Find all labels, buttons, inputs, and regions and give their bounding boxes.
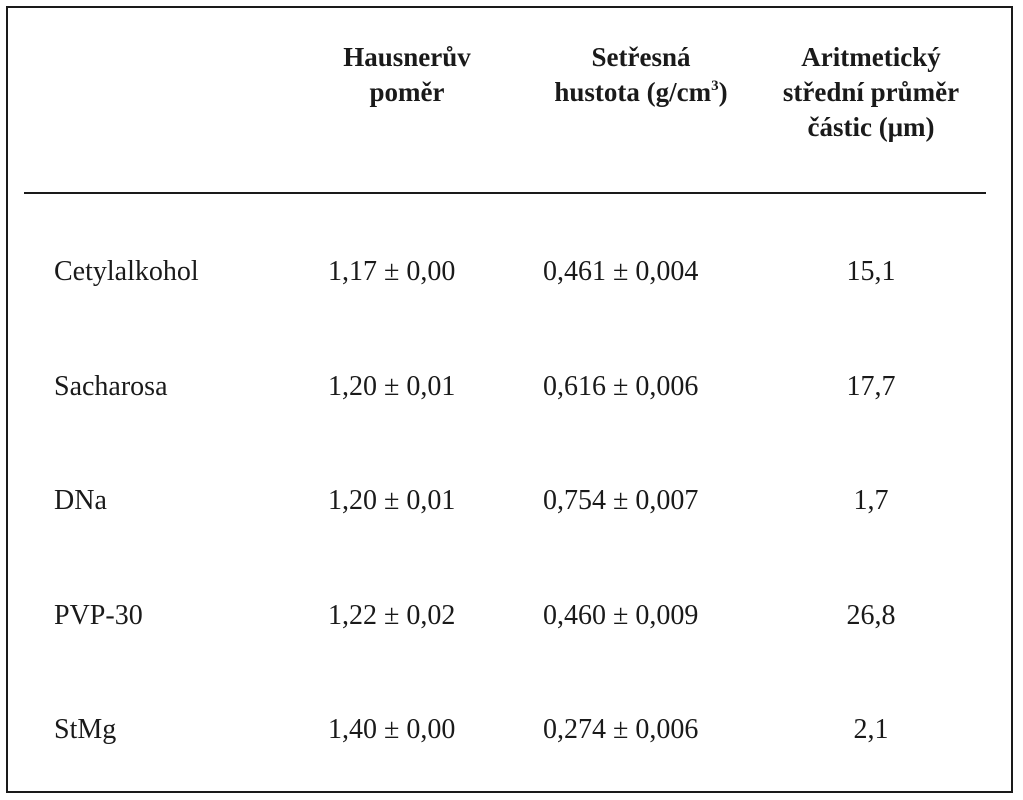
- table-row: Cetylalkohol 1,17 ± 0,00 0,461 ± 0,004 1…: [0, 252, 1023, 292]
- header-line: Setřesná: [591, 42, 691, 72]
- hausner-value: 1,20 ± 0,01: [328, 371, 456, 402]
- column-header-mean-particle-diameter: Aritmetický střední průměr částic (μm): [758, 40, 984, 145]
- table-row: PVP-30 1,22 ± 0,02 0,460 ± 0,009 26,8: [0, 596, 1023, 636]
- density-value: 0,754 ± 0,007: [543, 485, 699, 516]
- hausner-value: 1,22 ± 0,02: [328, 600, 456, 631]
- row-name: Sacharosa: [54, 371, 168, 402]
- header-superscript: 3: [711, 78, 719, 94]
- table-row: StMg 1,40 ± 0,00 0,274 ± 0,006 2,1: [0, 710, 1023, 750]
- header-divider: [24, 192, 986, 194]
- table-row: Sacharosa 1,20 ± 0,01 0,616 ± 0,006 17,7: [0, 367, 1023, 407]
- diameter-value: 15,1: [846, 256, 896, 287]
- header-line: poměr: [369, 77, 445, 107]
- row-name: DNa: [54, 485, 107, 516]
- header-text: ): [718, 77, 728, 107]
- column-header-tapped-density: Setřesná hustota (g/cm3): [524, 40, 758, 110]
- table-frame: [6, 6, 1013, 793]
- hausner-value: 1,40 ± 0,00: [328, 714, 456, 745]
- row-name: PVP-30: [54, 600, 143, 631]
- header-line: střední průměr: [782, 77, 960, 107]
- density-value: 0,460 ± 0,009: [543, 600, 699, 631]
- diameter-value: 17,7: [846, 371, 896, 402]
- diameter-value: 26,8: [846, 600, 896, 631]
- density-value: 0,274 ± 0,006: [543, 714, 699, 745]
- hausner-value: 1,20 ± 0,01: [328, 485, 456, 516]
- table-row: DNa 1,20 ± 0,01 0,754 ± 0,007 1,7: [0, 481, 1023, 521]
- header-line: hustota (g/cm3): [524, 75, 758, 110]
- header-line: částic (μm): [807, 112, 935, 142]
- row-name: StMg: [54, 714, 117, 745]
- density-value: 0,616 ± 0,006: [543, 371, 699, 402]
- header-text: hustota (g/cm: [554, 77, 712, 107]
- diameter-value: 2,1: [853, 714, 889, 745]
- density-value: 0,461 ± 0,004: [543, 256, 699, 287]
- diameter-value: 1,7: [853, 485, 889, 516]
- header-line: Hausnerův: [343, 42, 471, 72]
- hausner-value: 1,17 ± 0,00: [328, 256, 456, 287]
- row-name: Cetylalkohol: [54, 256, 199, 287]
- header-line: Aritmetický: [801, 42, 941, 72]
- column-header-hausner-ratio: Hausnerův poměr: [322, 40, 492, 110]
